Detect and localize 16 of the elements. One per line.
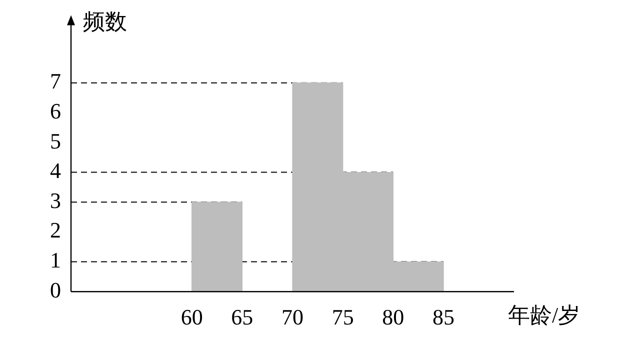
x-tick-label: 65 — [231, 304, 254, 330]
y-tick-label: 4 — [50, 158, 61, 184]
y-axis-title: 频数 — [83, 8, 127, 34]
y-tick-label: 5 — [50, 128, 61, 154]
y-tick-label: 6 — [50, 98, 61, 124]
x-tick-label: 85 — [432, 304, 455, 330]
y-tick-label: 7 — [50, 68, 61, 94]
x-tick-label: 70 — [282, 304, 304, 330]
x-tick-label: 75 — [332, 304, 354, 330]
x-tick-label: 60 — [180, 304, 203, 330]
x-tick-label: 80 — [382, 304, 404, 330]
y-tick-label: 3 — [50, 188, 61, 213]
y-tick-label: 1 — [50, 248, 61, 273]
y-tick-label: 0 — [50, 277, 61, 302]
x-axis-title: 年龄/岁 — [508, 302, 580, 328]
y-tick-label: 2 — [50, 218, 61, 243]
